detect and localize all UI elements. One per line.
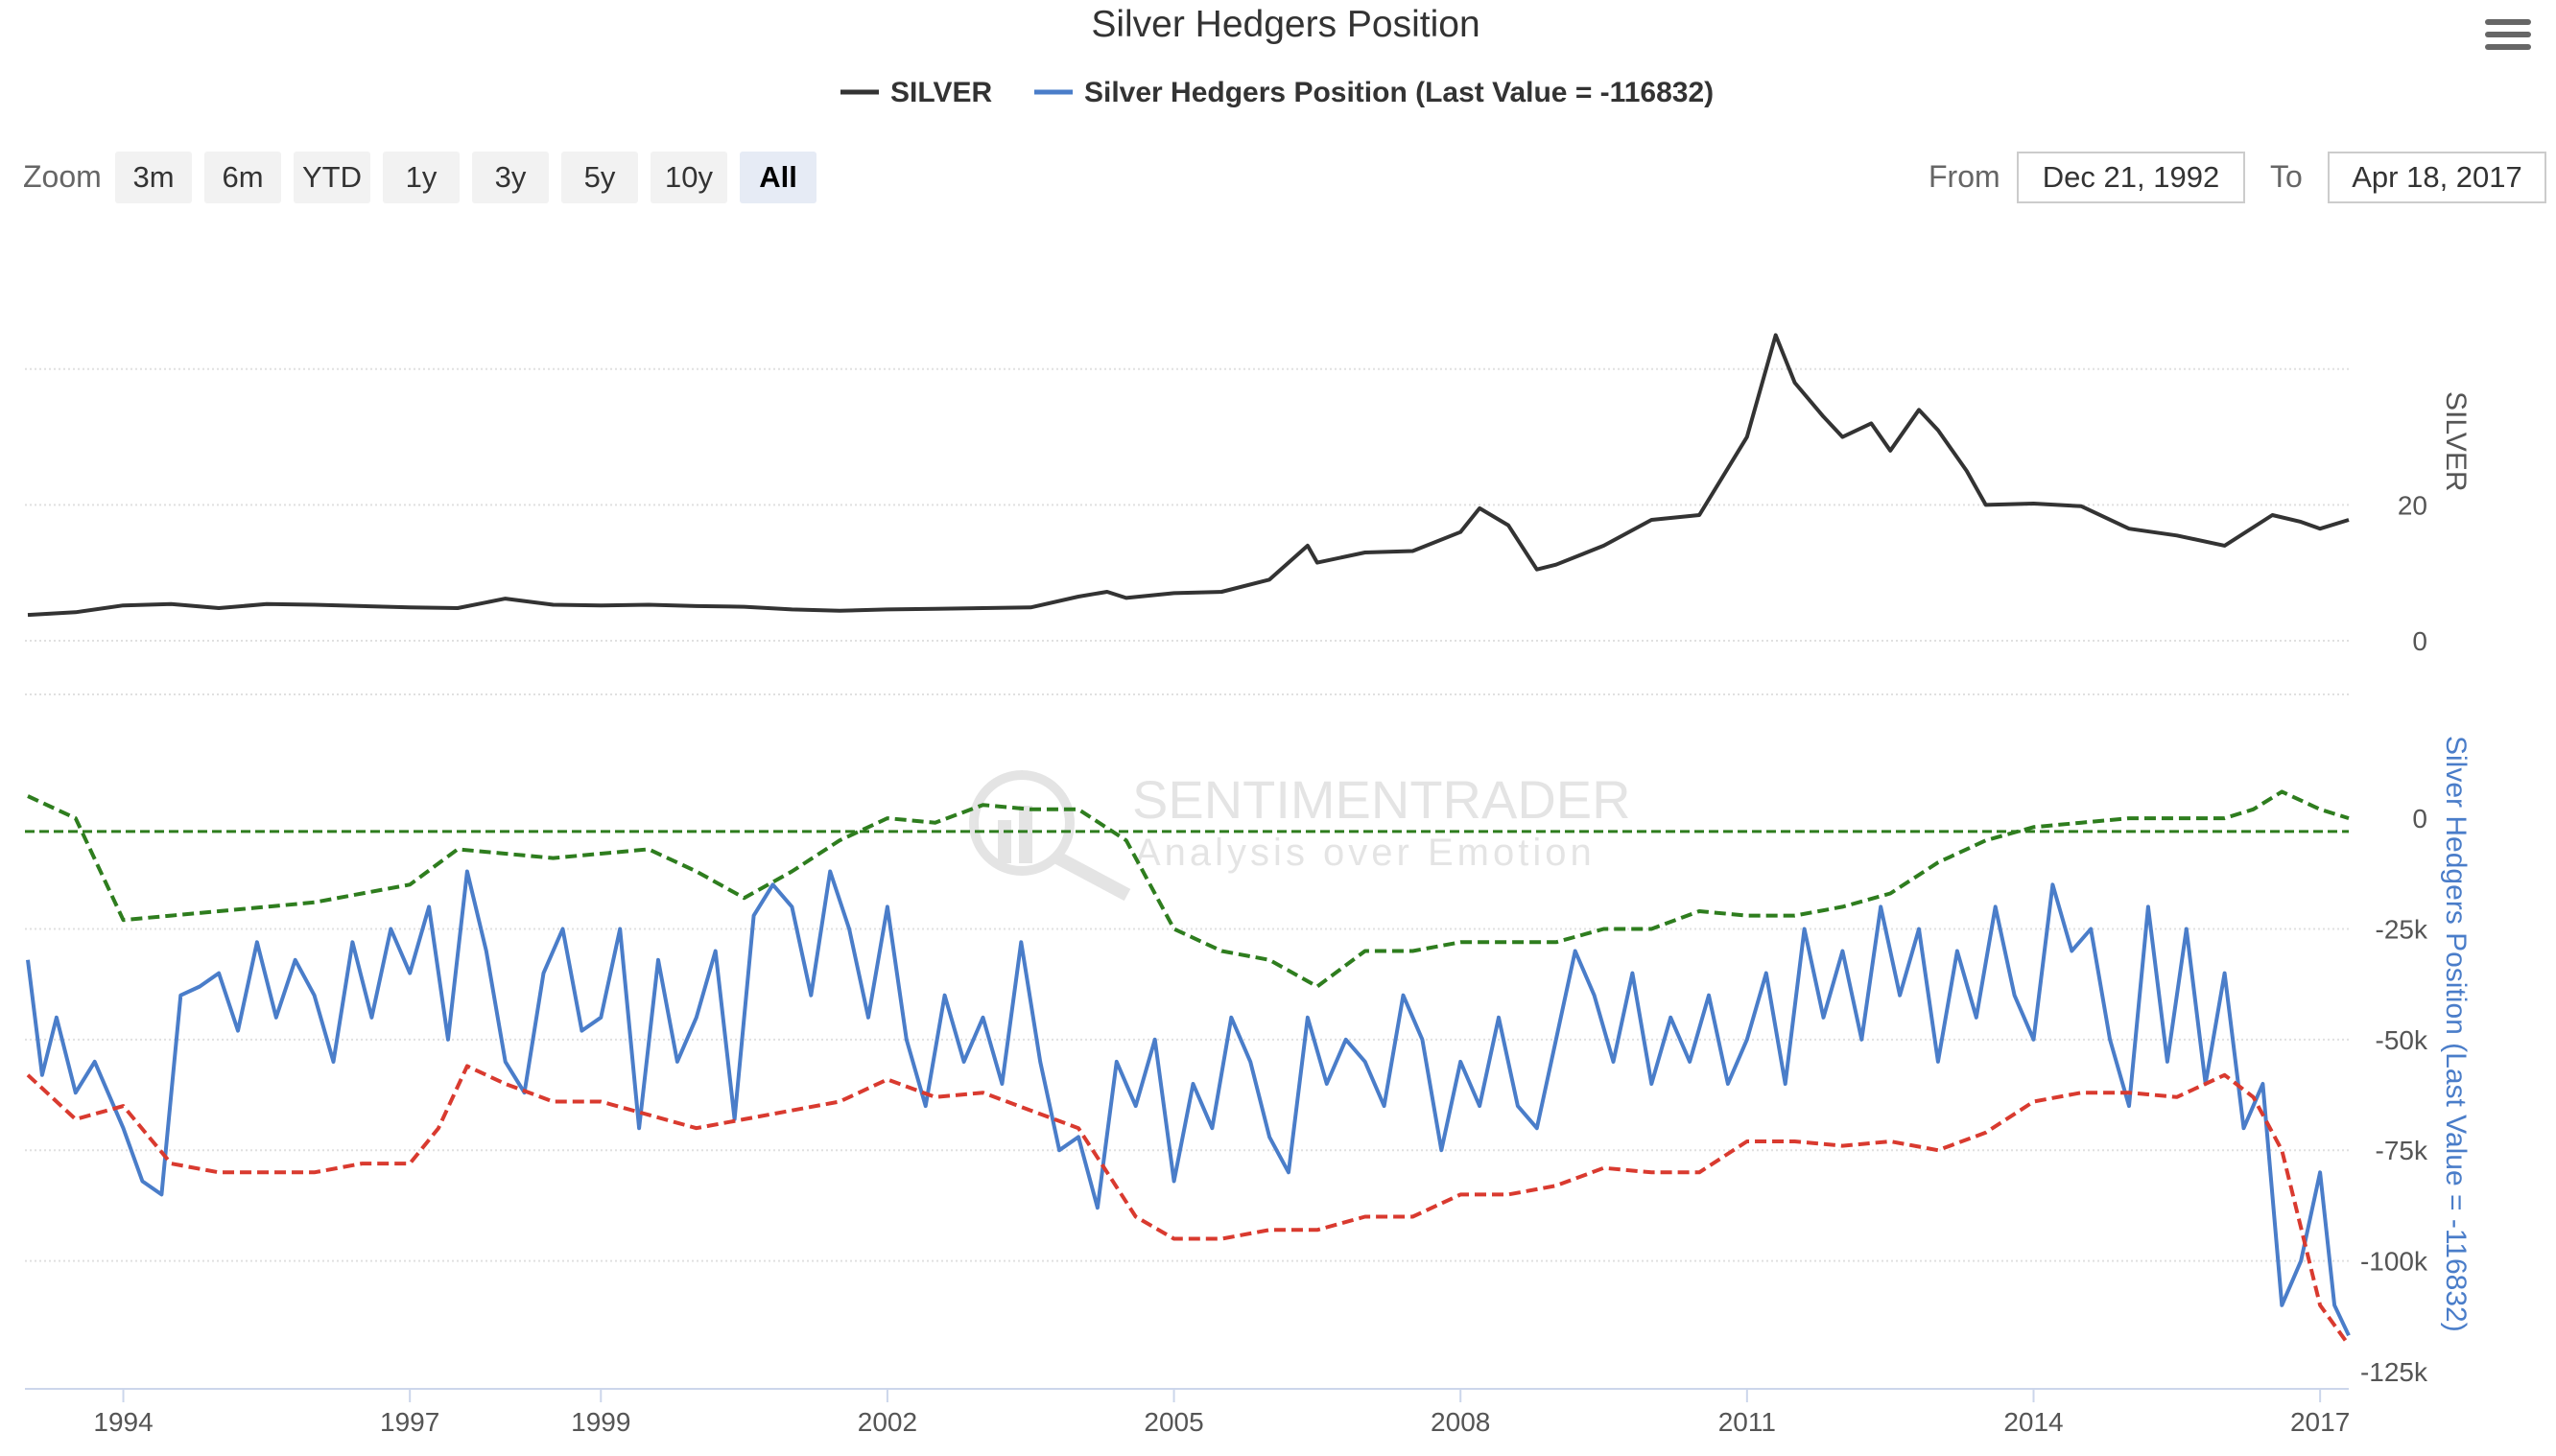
x-tick-label: 2008 [1431,1407,1490,1437]
x-tick-label: 1994 [93,1407,153,1437]
x-tick-label: 2002 [858,1407,917,1437]
zoom-3y-button[interactable]: 3y [472,152,549,203]
silver-axis-title: SILVER [2440,391,2472,492]
watermark-logo-bar-icon [1019,806,1032,863]
x-tick-label: 1997 [380,1407,439,1437]
hedgers-axis-title: Silver Hedgers Position (Last Value = -1… [2440,736,2472,1332]
zoom-all-button[interactable]: All [740,152,816,203]
hedgers-y-axis: 0 -25k -50k -75k -100k -125k [2360,804,2428,1387]
range-from-input[interactable]: Dec 21, 1992 [2017,152,2245,203]
legend-item-hedgers[interactable]: Silver Hedgers Position (Last Value = -1… [1034,77,1714,108]
lower-band-line [26,1064,2351,1347]
legend-label-hedgers: Silver Hedgers Position (Last Value = -1… [1084,77,1714,108]
hedgers-y-tick-label: 0 [2412,804,2427,834]
zoom-ytd-button[interactable]: YTD [294,152,370,203]
watermark-logo-handle-icon [1052,850,1131,902]
silver-y-tick-label: 20 [2398,490,2427,520]
hedgers-y-tick-label: -75k [2376,1136,2428,1165]
zoom-10y-button[interactable]: 10y [651,152,727,203]
zoom-1y-button[interactable]: 1y [383,152,460,203]
range-from-label: From [1929,159,2000,194]
x-axis: 1994 1997 1999 2002 2005 2008 2011 2014 2017 [93,1389,2350,1437]
zoom-5y-button[interactable]: 5y [561,152,638,203]
silver-y-tick-label: 0 [2412,626,2427,656]
hamburger-menu-icon[interactable] [2485,19,2531,58]
zoom-3m-button[interactable]: 3m [115,152,192,203]
chart-title: Silver Hedgers Position [1091,4,1479,45]
hedgers-position-line [26,869,2351,1337]
silver-panel-grid [25,367,2349,695]
hedgers-y-tick-label: -50k [2376,1025,2428,1055]
x-tick-label: 2011 [1718,1407,1776,1437]
hedgers-panel-grid [25,928,2349,1390]
zoom-label: Zoom [23,159,102,194]
watermark-logo-icon [969,770,1075,876]
hedgers-y-tick-label: -125k [2360,1357,2428,1387]
watermark-line2: Analysis over Emotion [1135,832,1596,874]
series-layer [25,333,2351,1347]
x-tick-label: 2014 [2003,1407,2063,1437]
watermark-logo-bar-icon [998,820,1011,863]
watermark-line1: SENTIMENTRADER [1132,769,1631,830]
legend: SILVER Silver Hedgers Position (Last Val… [840,77,1714,108]
x-tick-label: 1999 [571,1407,630,1437]
legend-label-silver: SILVER [890,77,992,108]
hedgers-y-tick-label: -100k [2360,1247,2428,1277]
x-tick-label: 2005 [1144,1407,1203,1437]
range-to-label: To [2270,159,2303,194]
silver-y-axis: 0 20 [2398,490,2427,656]
range-to-input[interactable]: Apr 18, 2017 [2328,152,2546,203]
silver-price-line [27,333,2350,618]
watermark: SENTIMENTRADER Analysis over Emotion [969,769,1631,902]
x-tick-label: 2017 [2290,1407,2350,1437]
hedgers-y-tick-label: -25k [2376,914,2428,944]
legend-item-silver[interactable]: SILVER [840,77,992,108]
zoom-6m-button[interactable]: 6m [204,152,281,203]
